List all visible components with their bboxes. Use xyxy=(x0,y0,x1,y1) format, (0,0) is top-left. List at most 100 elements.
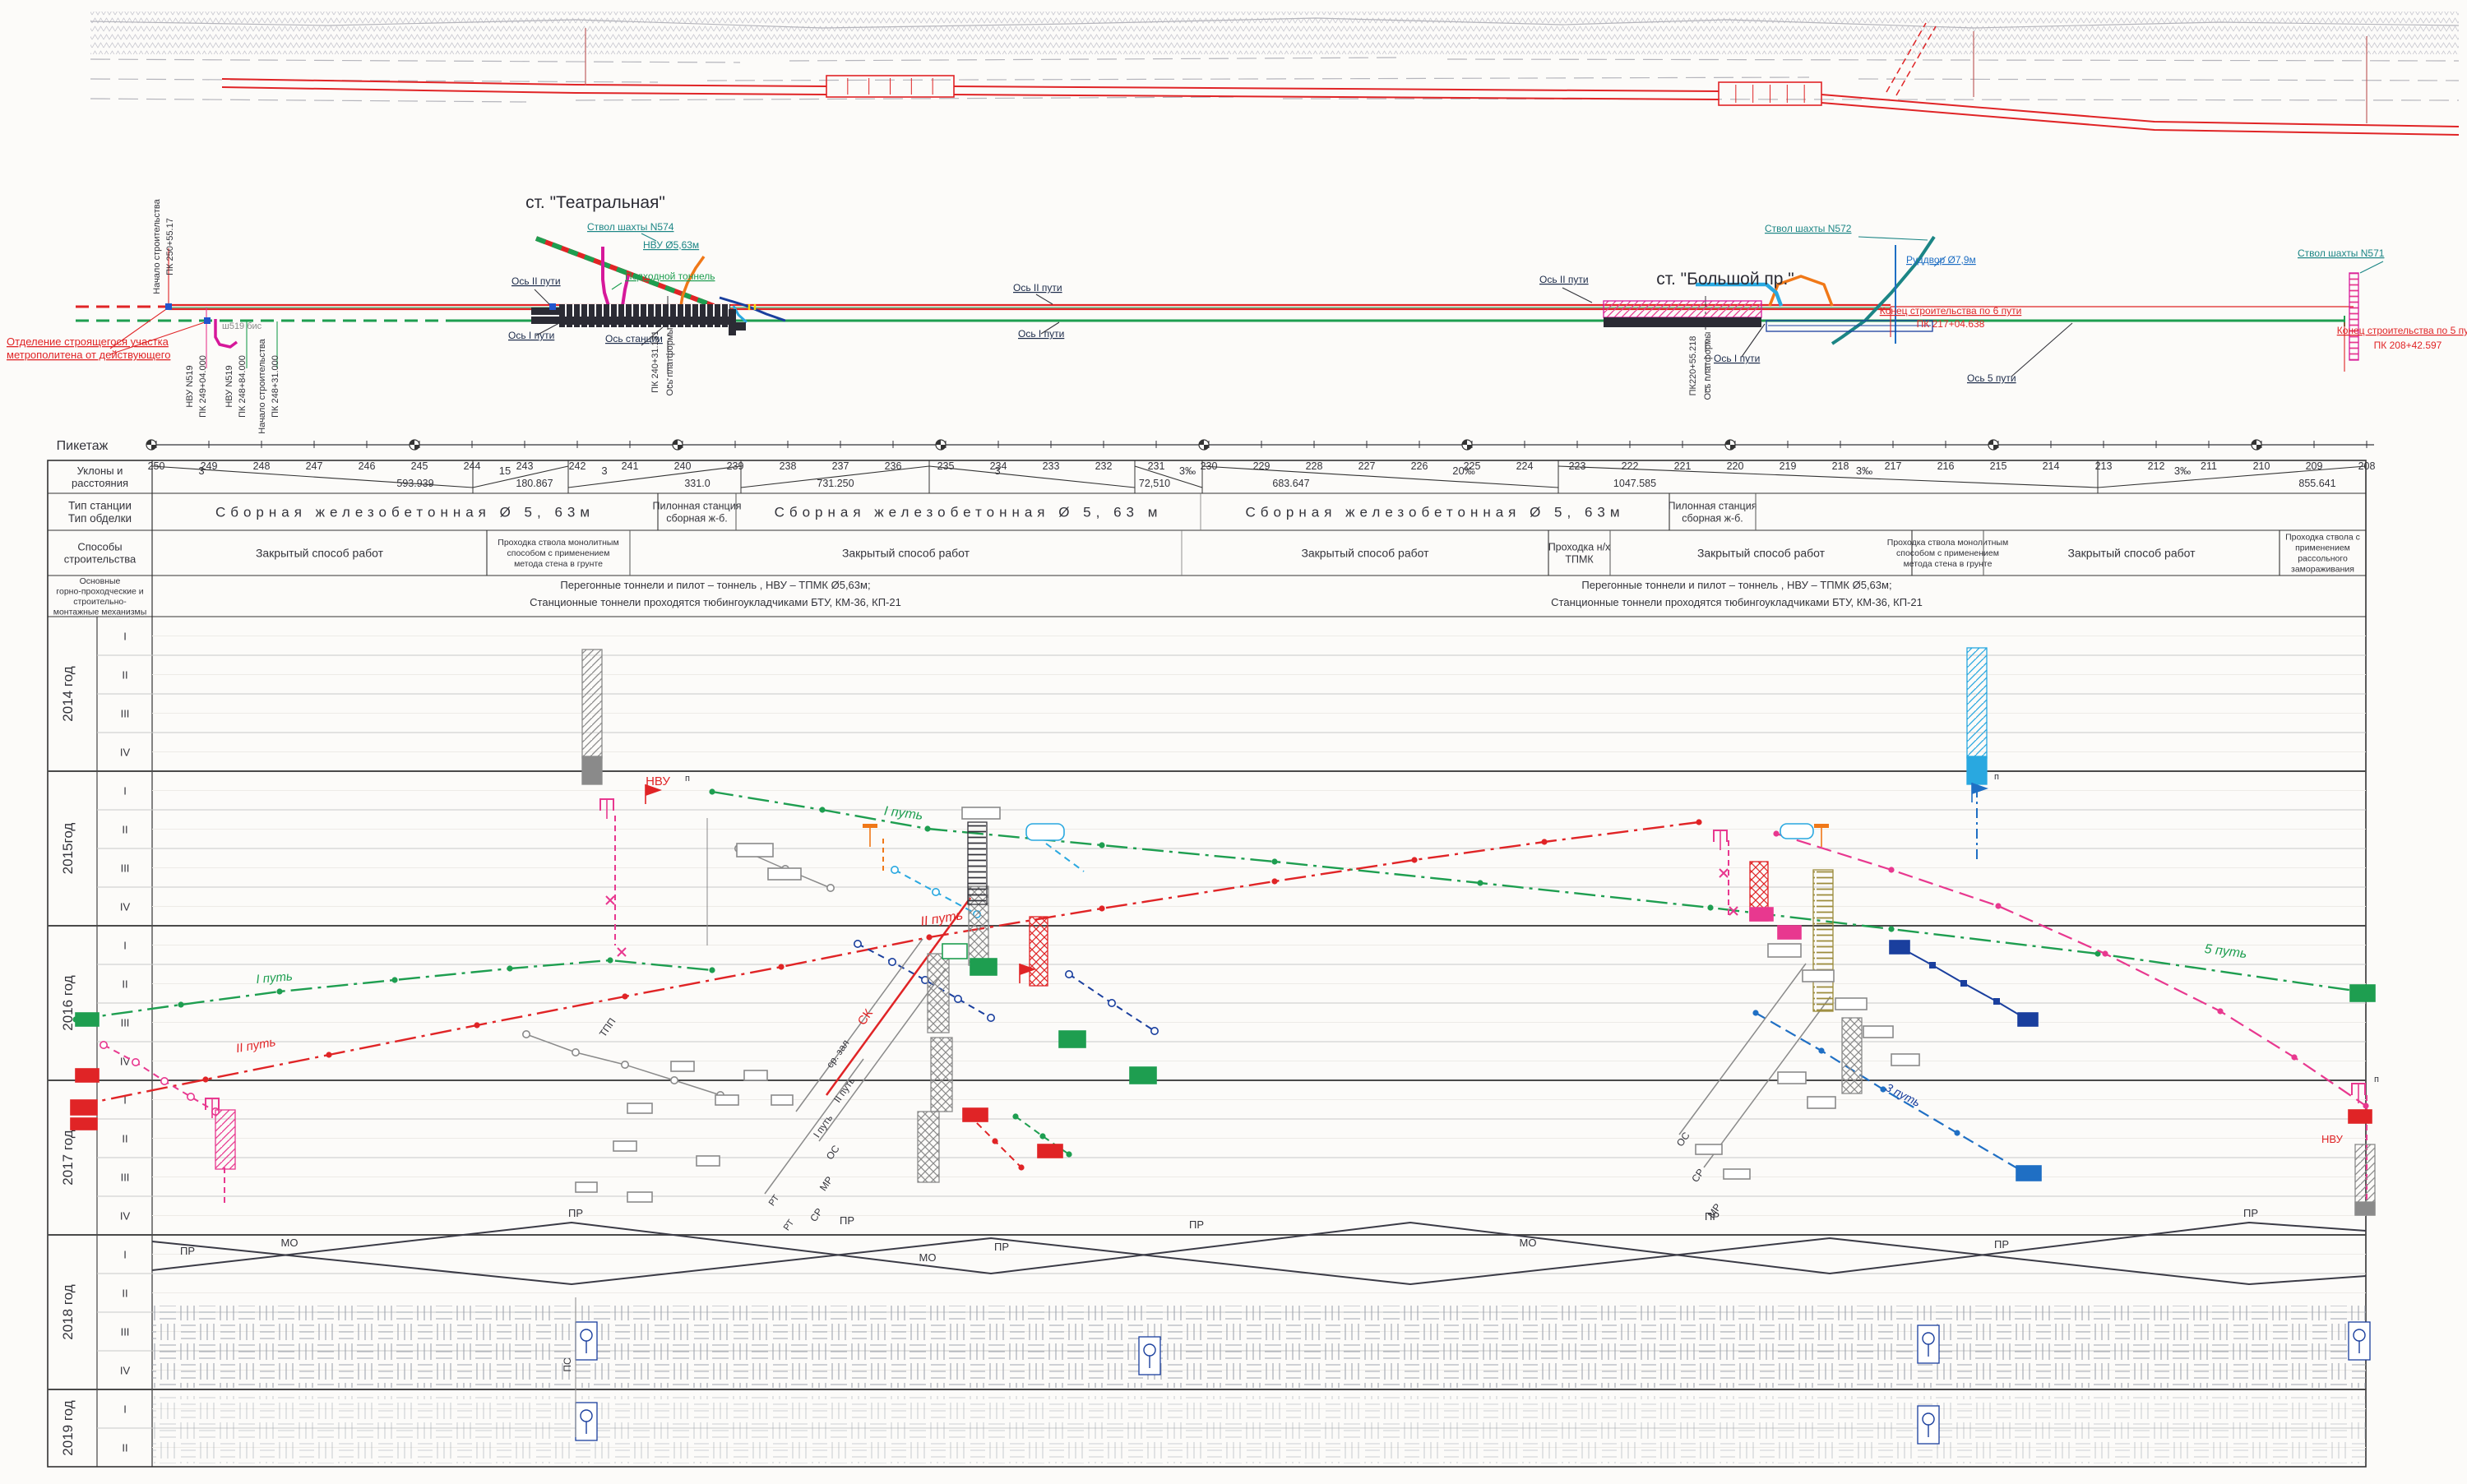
year-label: 2016 год xyxy=(60,975,76,1030)
picket-number: 244 xyxy=(464,460,481,472)
plan-label: ПК 249+04.000 xyxy=(198,355,208,418)
marker-circle xyxy=(571,1048,580,1057)
xbar-1 xyxy=(927,953,950,1033)
marker-circle xyxy=(160,1077,169,1086)
work-block xyxy=(743,1070,768,1081)
row-header: Тип обделки xyxy=(68,512,132,525)
chart-label: СР xyxy=(808,1206,825,1224)
pr-label: ПР xyxy=(1189,1218,1204,1231)
axis-title: Пикетаж xyxy=(57,439,109,453)
cell-text: Пилонная станция xyxy=(653,500,742,511)
cell-text: Закрытый способ работ xyxy=(1697,546,1826,559)
work-block xyxy=(2017,1012,2039,1027)
pr-label: ПР xyxy=(1994,1238,2009,1251)
quarter-label: III xyxy=(121,862,130,875)
work-block xyxy=(2016,1165,2042,1181)
marker-circle xyxy=(1065,970,1074,979)
marker-dot xyxy=(1271,858,1278,865)
marker-dot xyxy=(607,957,613,964)
picket-number: 246 xyxy=(359,460,376,472)
work-block xyxy=(575,1181,598,1193)
soil-line xyxy=(1446,58,2460,62)
plan-label: ПК220+55.218 xyxy=(1688,336,1698,396)
pr-label: ПР xyxy=(2243,1207,2258,1219)
plan-label: Ось 5 пути xyxy=(1967,372,2016,384)
x-mark xyxy=(605,895,615,905)
work-block xyxy=(2349,984,2376,1002)
flag-icon xyxy=(205,1098,220,1110)
distance-value: 855.641 xyxy=(2298,478,2335,489)
station1-annex xyxy=(531,317,559,324)
row-header: строительства xyxy=(64,553,137,566)
cell-text: замораживания xyxy=(2291,565,2354,575)
chart-label: п xyxy=(1994,772,1999,782)
cell-text: способом с применением xyxy=(507,548,610,558)
marker-dot xyxy=(778,964,785,970)
benchmark-fill xyxy=(936,440,946,450)
quarter-label: III xyxy=(121,708,130,720)
slope-line xyxy=(472,465,569,488)
picket-number: 233 xyxy=(1043,460,1060,472)
chart-label: 3 путь xyxy=(1883,1080,1923,1109)
work-block xyxy=(1129,1066,1157,1084)
work-block xyxy=(1037,1144,1063,1158)
diag-grey-c xyxy=(764,1058,864,1195)
picket-number: 222 xyxy=(1622,460,1639,472)
quarter-label: I xyxy=(123,631,127,643)
picket-number: 225 xyxy=(1464,460,1481,472)
marker-dot xyxy=(2102,950,2108,957)
shaft572-pipe xyxy=(1831,235,1936,345)
marker-circle xyxy=(669,1076,678,1085)
distance-value: 180.867 xyxy=(516,478,553,489)
chain-cyan-2 xyxy=(1045,843,1085,872)
approach-curve-navy xyxy=(719,296,786,322)
plan-label: Подходной тоннель xyxy=(625,270,715,282)
pinkbar-left xyxy=(215,1109,236,1170)
picket-number: 249 xyxy=(201,460,218,472)
mo-label: МО xyxy=(919,1251,937,1264)
work-block xyxy=(70,1117,98,1130)
work-block xyxy=(1777,925,1802,940)
pr-label: ПР xyxy=(180,1245,195,1257)
marker-dot xyxy=(178,1001,184,1008)
cell-text: Закрытый способ работ xyxy=(256,546,384,559)
plan-label: ПК 217+04.638 xyxy=(1917,318,1985,330)
picket-number: 211 xyxy=(2201,460,2217,472)
callout-line xyxy=(2359,261,2384,274)
distance-value: 593.939 xyxy=(396,478,433,489)
cell-text: способом с применением xyxy=(1896,548,1999,558)
drive-track1-left xyxy=(75,959,713,1021)
tunnel-profile-line xyxy=(953,86,1719,92)
picket-number: 236 xyxy=(885,460,902,472)
cell-text: метода стена в грунте xyxy=(514,559,603,569)
row-header: горно-проходческие и xyxy=(56,586,143,596)
rungbar-dark xyxy=(967,821,988,905)
soil-line xyxy=(575,96,1234,101)
marker-square xyxy=(1960,980,1967,987)
quarter-label: I xyxy=(123,1249,127,1261)
marker-dot xyxy=(474,1022,480,1029)
plan-label: Конец строительства по 6 пути xyxy=(1880,305,2022,317)
year-label: 2014 год xyxy=(60,666,76,721)
escalator-incline xyxy=(1895,25,1937,96)
picket-number: 209 xyxy=(2306,460,2323,472)
station2-structure xyxy=(1603,300,1762,318)
soil-line xyxy=(1858,78,2460,81)
flag-icon xyxy=(863,824,877,828)
drive-track2 xyxy=(75,821,1700,1107)
flag-icon xyxy=(599,798,614,811)
plan-label: метрополитена от действующего xyxy=(7,349,170,361)
soil-line xyxy=(789,57,1399,62)
chart-label: ОС xyxy=(824,1143,842,1162)
work-block xyxy=(613,1140,637,1152)
plan-label: ПК 250+55.17 xyxy=(165,218,175,275)
year-label: 2017 год xyxy=(60,1130,76,1185)
axis-point xyxy=(549,303,556,310)
picket-number: 228 xyxy=(1306,460,1323,472)
diag-grey-r2 xyxy=(1703,996,1831,1168)
row-header: Тип станции xyxy=(68,499,132,511)
work-block xyxy=(627,1191,653,1203)
marker-dot xyxy=(709,967,715,973)
x-mark xyxy=(617,947,627,957)
